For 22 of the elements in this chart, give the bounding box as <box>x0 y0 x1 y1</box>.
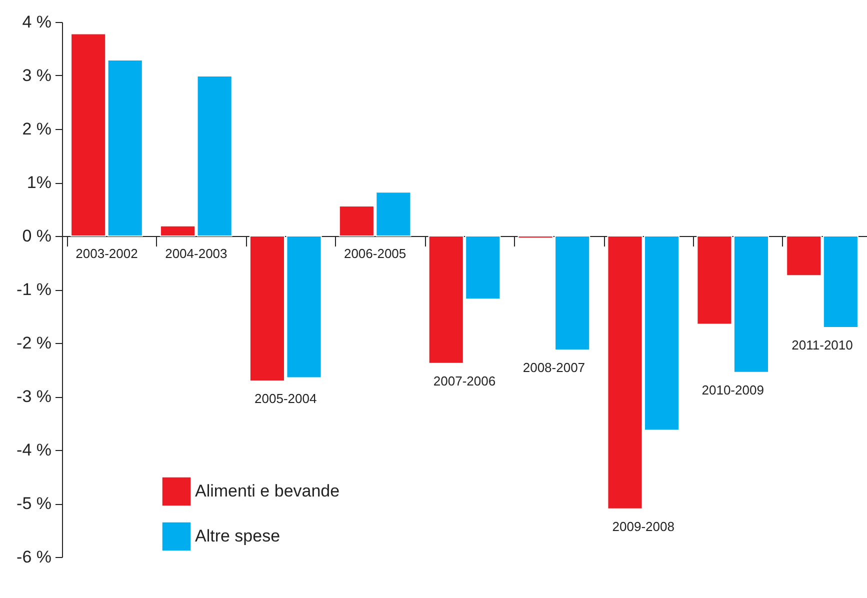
y-tick-label: -2 % <box>16 334 52 352</box>
y-tick-label: -6 % <box>16 548 52 566</box>
x-tick-label: 2006-2005 <box>344 246 406 261</box>
y-tick-label: -4 % <box>16 440 52 460</box>
y-tick-label: 0 % <box>22 226 52 246</box>
x-tick-label: 2010-2009 <box>702 382 764 398</box>
legend-label: Alimenti e bevande <box>195 482 340 500</box>
x-tick-label: 2011-2010 <box>792 337 853 352</box>
x-tick-label: 2005-2004 <box>254 390 317 406</box>
x-tick-label: 2007-2006 <box>433 373 496 388</box>
y-tick-label: -5 % <box>16 494 52 513</box>
y-tick-label: 4 % <box>22 12 52 32</box>
x-tick-label: 2009-2008 <box>612 518 674 534</box>
y-tick-label: 2 % <box>22 120 52 138</box>
x-tick-label: 2004-2003 <box>165 246 228 261</box>
y-tick-label: -3 % <box>16 387 52 406</box>
y-tick-label: -1 % <box>16 280 52 299</box>
y-tick-label: 1% <box>26 173 52 192</box>
y-tick-label: 3 % <box>22 66 52 85</box>
x-tick-label: 2003-2002 <box>76 246 138 261</box>
legend-label: Altre spese <box>195 526 280 546</box>
x-tick-label: 2008-2007 <box>522 360 586 375</box>
